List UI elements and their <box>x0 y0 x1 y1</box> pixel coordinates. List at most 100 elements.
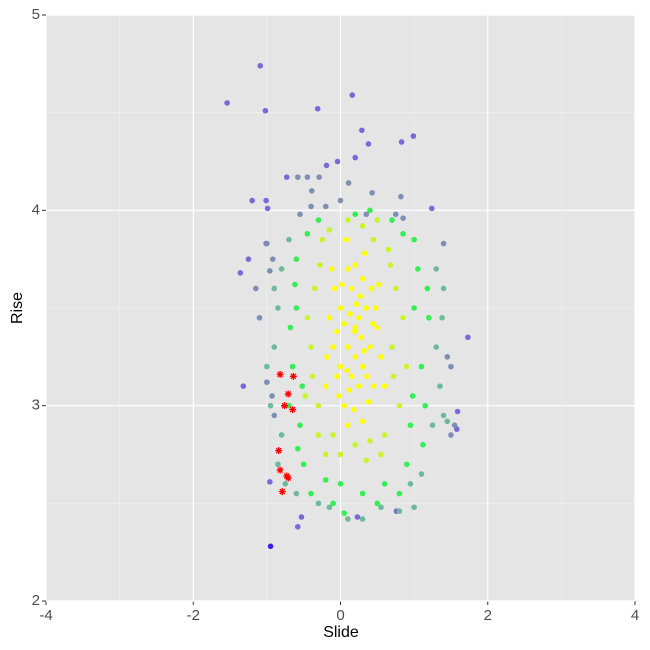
point <box>364 373 370 380</box>
point <box>410 133 417 139</box>
point <box>407 481 414 487</box>
point <box>341 320 347 327</box>
point <box>271 412 278 419</box>
point <box>271 344 278 350</box>
point <box>344 367 350 374</box>
point <box>224 100 230 106</box>
point <box>451 422 458 429</box>
point <box>444 418 451 425</box>
point <box>352 154 359 161</box>
point <box>323 162 330 169</box>
star-point <box>276 370 284 378</box>
point <box>418 363 425 370</box>
point <box>440 412 447 419</box>
point <box>334 328 340 335</box>
point <box>392 285 399 292</box>
point <box>346 387 353 393</box>
point <box>361 250 368 257</box>
point <box>378 354 384 360</box>
point <box>297 211 303 218</box>
point <box>267 268 273 274</box>
point <box>365 141 372 147</box>
y-tick-label: 5 <box>32 6 40 23</box>
point <box>311 285 318 292</box>
point <box>267 479 273 485</box>
point <box>359 490 366 497</box>
point <box>319 236 325 243</box>
point <box>359 127 365 134</box>
point <box>264 363 270 370</box>
star-point <box>278 488 286 496</box>
point <box>378 451 384 458</box>
point <box>330 432 336 438</box>
point <box>278 432 285 438</box>
point <box>361 348 367 354</box>
point <box>389 217 395 223</box>
point <box>396 490 403 497</box>
point <box>345 217 351 223</box>
point <box>275 305 281 311</box>
star-point <box>284 474 292 482</box>
point <box>359 223 366 229</box>
point <box>374 324 381 331</box>
point <box>359 418 366 425</box>
point <box>374 217 381 223</box>
point <box>375 281 382 288</box>
point <box>352 262 359 268</box>
point <box>339 281 345 288</box>
point <box>299 383 306 389</box>
point <box>286 236 292 243</box>
point <box>396 508 403 514</box>
point <box>326 314 333 321</box>
point <box>322 451 329 458</box>
point <box>420 441 426 448</box>
point <box>353 301 360 307</box>
point <box>409 393 416 399</box>
point <box>407 422 414 429</box>
point <box>292 281 298 288</box>
point <box>309 373 316 380</box>
point <box>345 180 352 186</box>
point <box>448 363 454 370</box>
star-point <box>281 402 289 410</box>
x-tick-label: -2 <box>187 607 200 624</box>
point <box>356 314 362 321</box>
point <box>330 344 336 350</box>
point <box>378 504 384 511</box>
point <box>337 363 344 370</box>
point <box>289 363 296 370</box>
point <box>308 490 314 497</box>
point <box>294 174 301 180</box>
point <box>385 246 392 253</box>
point <box>240 383 247 389</box>
point <box>439 314 445 321</box>
point <box>315 500 322 507</box>
point <box>368 285 375 292</box>
point <box>351 328 358 335</box>
point <box>271 285 278 292</box>
point <box>294 445 301 452</box>
point <box>336 393 342 399</box>
y-tick-label: 3 <box>32 397 40 414</box>
point <box>403 461 410 468</box>
x-tick-label: 4 <box>631 607 639 624</box>
point <box>370 383 377 389</box>
point <box>433 266 440 272</box>
point <box>392 211 399 218</box>
point <box>448 432 454 438</box>
point <box>326 504 333 511</box>
point <box>282 481 289 487</box>
point <box>298 514 305 520</box>
point <box>315 432 322 438</box>
y-tick-label: 2 <box>32 592 40 609</box>
star-point <box>284 390 292 398</box>
point <box>343 236 350 243</box>
point <box>267 543 274 550</box>
point <box>359 363 366 370</box>
point <box>389 344 395 350</box>
point <box>331 285 338 292</box>
point <box>352 211 359 218</box>
point <box>398 193 404 200</box>
